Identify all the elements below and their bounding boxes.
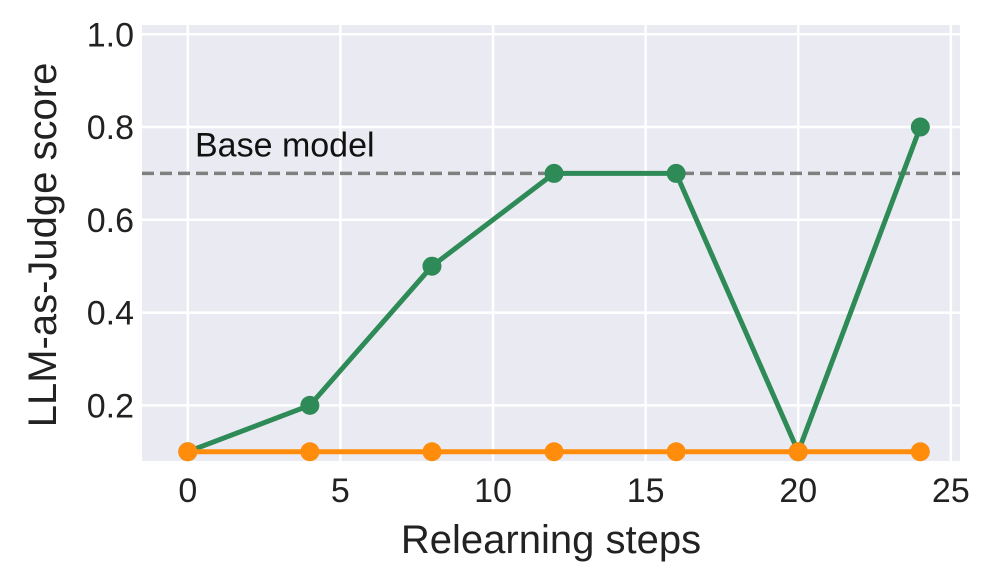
- x-tick-label: 5: [331, 472, 350, 510]
- y-tick-label: 1.0: [87, 16, 134, 54]
- series-2-point: [544, 442, 564, 462]
- x-tick-label: 10: [474, 472, 512, 510]
- series-1-point: [300, 395, 320, 415]
- x-tick-label: 20: [779, 472, 817, 510]
- series-2-point: [300, 442, 320, 462]
- x-axis-label: Relearning steps: [401, 518, 701, 562]
- x-tick-label: 25: [932, 472, 970, 510]
- reference-line-group: Base model: [142, 126, 960, 176]
- y-tick-label: 0.2: [87, 387, 134, 425]
- series-1-point: [910, 117, 930, 137]
- y-axis-label: LLM-as-Judge score: [21, 63, 65, 428]
- base-model-label: Base model: [195, 126, 375, 164]
- series-2: [178, 442, 930, 462]
- series-2-point: [178, 442, 198, 462]
- y-tick-labels: 0.2 0.4 0.6 0.8 1.0: [87, 16, 134, 425]
- series-2-point: [666, 442, 686, 462]
- grid: [142, 25, 960, 461]
- x-tick-label: 15: [627, 472, 665, 510]
- series-2-point: [422, 442, 442, 462]
- x-tick-labels: 0 5 10 15 20 25: [178, 472, 969, 510]
- y-tick-label: 0.4: [87, 295, 134, 333]
- y-tick-label: 0.8: [87, 109, 134, 147]
- series-1-point: [422, 256, 442, 276]
- series-1-point: [666, 163, 686, 183]
- series-2-point: [788, 442, 808, 462]
- y-tick-label: 0.6: [87, 202, 134, 240]
- x-tick-label: 0: [178, 472, 197, 510]
- plot-background: [142, 25, 960, 461]
- series-group: [178, 117, 930, 462]
- series-2-point: [910, 442, 930, 462]
- series-1-point: [544, 163, 564, 183]
